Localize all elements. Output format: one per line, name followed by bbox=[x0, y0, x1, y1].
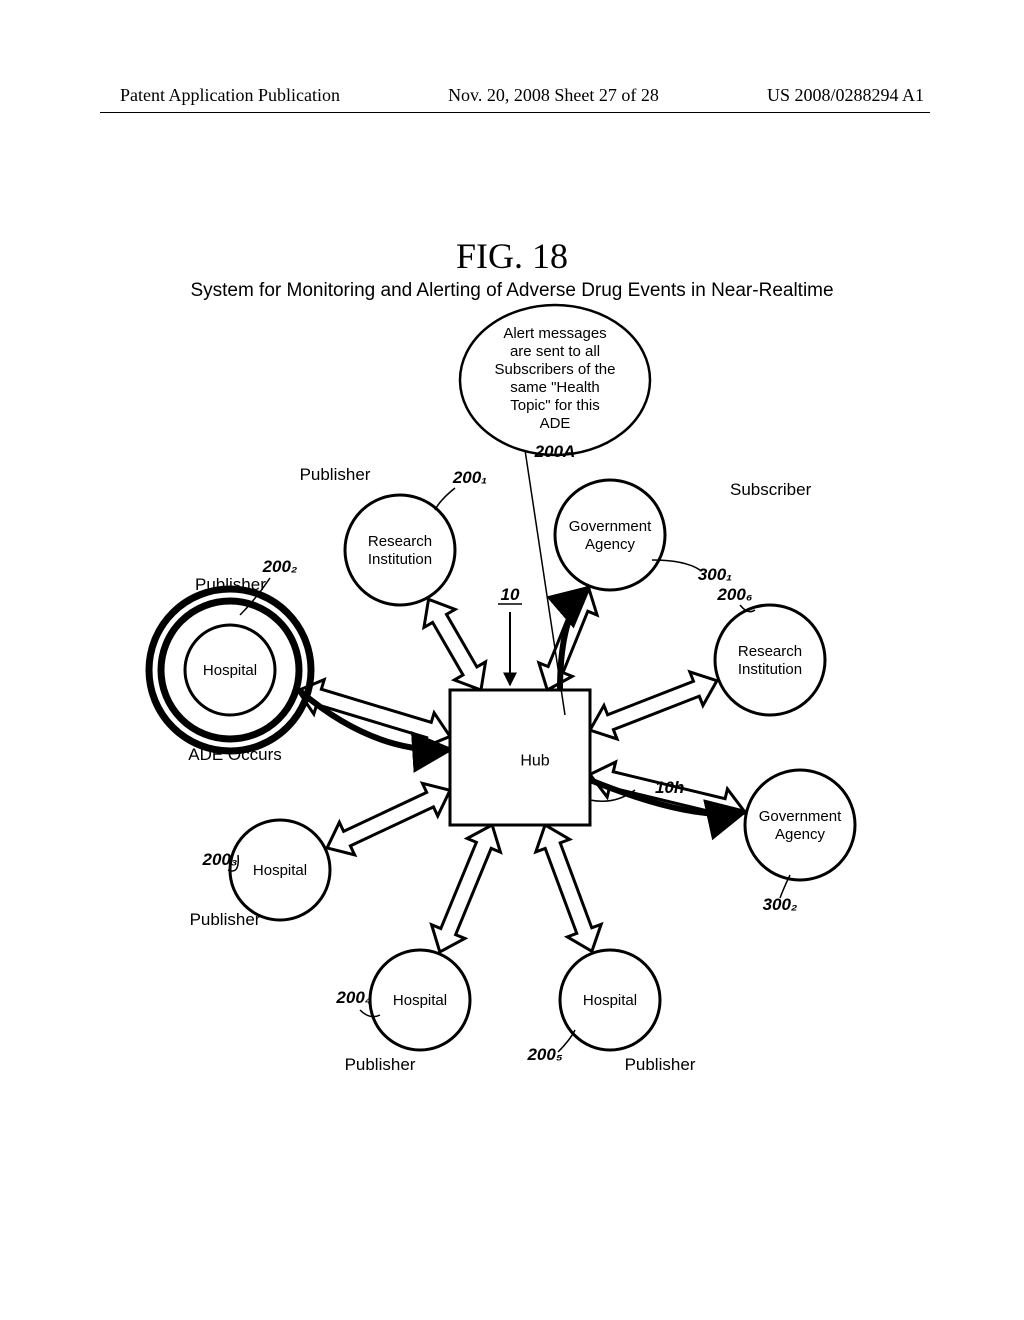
svg-text:200₄: 200₄ bbox=[335, 988, 371, 1007]
svg-text:Government: Government bbox=[569, 518, 652, 535]
header-left: Patent Application Publication bbox=[120, 85, 340, 106]
svg-text:Publisher: Publisher bbox=[345, 1055, 416, 1074]
header-right: US 2008/0288294 A1 bbox=[767, 85, 924, 106]
svg-text:Hospital: Hospital bbox=[203, 662, 257, 679]
svg-text:Institution: Institution bbox=[368, 551, 432, 568]
svg-text:Research: Research bbox=[368, 533, 432, 550]
svg-text:same "Health: same "Health bbox=[510, 379, 600, 396]
svg-text:Agency: Agency bbox=[775, 826, 826, 843]
svg-text:200₂: 200₂ bbox=[262, 557, 298, 576]
figure-subtitle: System for Monitoring and Alerting of Ad… bbox=[0, 280, 1024, 302]
node-n1 bbox=[345, 495, 455, 605]
connector-arrow bbox=[424, 599, 486, 690]
svg-text:200₁: 200₁ bbox=[452, 468, 487, 487]
svg-text:Research: Research bbox=[738, 643, 802, 660]
svg-text:ADE: ADE bbox=[540, 415, 571, 432]
node-n6 bbox=[715, 605, 825, 715]
svg-text:200₆: 200₆ bbox=[716, 585, 752, 604]
svg-text:Publisher: Publisher bbox=[300, 465, 371, 484]
svg-text:Alert messages: Alert messages bbox=[503, 325, 606, 342]
svg-text:Government: Government bbox=[759, 808, 842, 825]
header-divider bbox=[100, 112, 930, 113]
svg-text:Subscriber: Subscriber bbox=[730, 480, 812, 499]
svg-text:300₁: 300₁ bbox=[698, 565, 732, 584]
svg-text:Publisher: Publisher bbox=[190, 910, 261, 929]
connector-arrow bbox=[536, 825, 601, 951]
diagram-svg: Hub10h10ResearchInstitutionHospitalHospi… bbox=[80, 300, 950, 1120]
svg-text:200₅: 200₅ bbox=[526, 1045, 562, 1064]
svg-text:200₃: 200₃ bbox=[202, 850, 238, 869]
svg-text:ADE Occurs: ADE Occurs bbox=[188, 745, 282, 764]
node-s2 bbox=[745, 770, 855, 880]
svg-text:Agency: Agency bbox=[585, 536, 636, 553]
svg-text:Subscribers of the: Subscribers of the bbox=[495, 361, 616, 378]
svg-text:200A: 200A bbox=[534, 442, 576, 461]
connector-arrow bbox=[590, 672, 717, 739]
svg-text:Institution: Institution bbox=[738, 661, 802, 678]
svg-text:Publisher: Publisher bbox=[625, 1055, 696, 1074]
header-center: Nov. 20, 2008 Sheet 27 of 28 bbox=[448, 85, 659, 106]
connector-arrow bbox=[432, 825, 501, 952]
node-s1 bbox=[555, 480, 665, 590]
svg-text:Hospital: Hospital bbox=[253, 862, 307, 879]
figure-title: FIG. 18 bbox=[0, 235, 1024, 277]
page-header: Patent Application Publication Nov. 20, … bbox=[0, 85, 1024, 106]
svg-text:10h: 10h bbox=[655, 778, 684, 797]
svg-text:Hospital: Hospital bbox=[393, 992, 447, 1009]
svg-text:Hospital: Hospital bbox=[583, 992, 637, 1009]
svg-text:are sent to all: are sent to all bbox=[510, 343, 600, 360]
connector-arrow bbox=[327, 783, 450, 855]
svg-text:Hub: Hub bbox=[520, 753, 549, 770]
svg-text:10: 10 bbox=[501, 585, 520, 604]
svg-text:Publisher: Publisher bbox=[195, 575, 266, 594]
svg-text:Topic" for this: Topic" for this bbox=[510, 397, 600, 414]
